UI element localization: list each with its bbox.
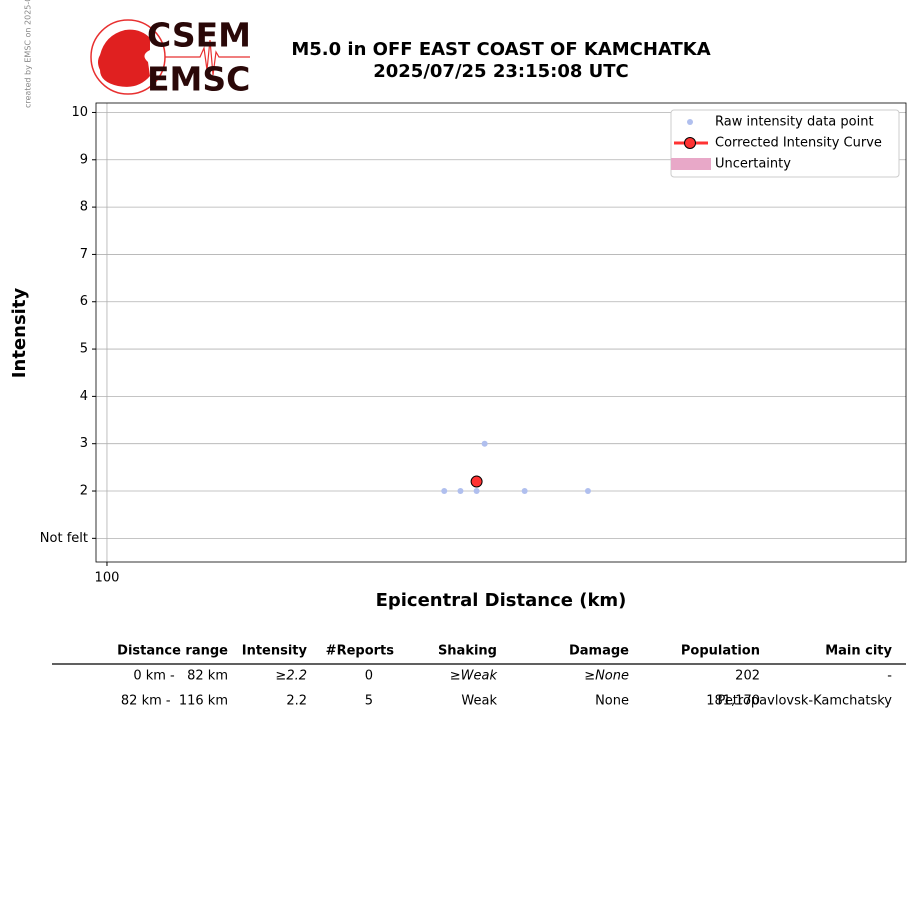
plot-frame bbox=[95, 102, 907, 563]
table-header: Intensity bbox=[242, 644, 308, 659]
data-point bbox=[521, 488, 528, 495]
table-cell: Weak bbox=[461, 694, 497, 709]
legend: Raw intensity data point Corrected Intens… bbox=[670, 109, 900, 178]
table-header: Shaking bbox=[438, 644, 497, 659]
table-header: Population bbox=[681, 644, 760, 659]
table-cell: 181,170 bbox=[706, 694, 760, 709]
y-tick-label: 7 bbox=[80, 247, 88, 262]
y-tick-label: 10 bbox=[71, 105, 88, 120]
table: Distance range Intensity #Reports Shaking Da… bbox=[117, 644, 892, 709]
table-header: Main city bbox=[825, 644, 892, 659]
x-axis-label: Epicentral Distance (km) bbox=[376, 590, 627, 611]
table-cell: 0 bbox=[365, 669, 373, 684]
legend-label: Raw intensity data point bbox=[715, 115, 874, 130]
legend-marker bbox=[684, 137, 696, 149]
table-cell: ≥Weak bbox=[450, 669, 498, 684]
y-tick-label: 9 bbox=[80, 152, 88, 167]
y-tick-label: 8 bbox=[80, 200, 88, 215]
table-cell: Petropavlovsk-Kamchatsky bbox=[717, 694, 892, 709]
table-cell: 2.2 bbox=[286, 694, 307, 709]
logo-top: CSEM bbox=[147, 16, 251, 55]
table-header: Distance range bbox=[117, 644, 228, 659]
table-cell: 5 bbox=[365, 694, 373, 709]
legend-box bbox=[670, 109, 900, 178]
y-axis-label: Intensity bbox=[9, 288, 30, 379]
data-point bbox=[584, 488, 591, 495]
y-tick-label: Not felt bbox=[40, 531, 88, 546]
x-tick-label: 100 bbox=[95, 571, 120, 586]
plot: Not felt 2 3 4 5 6 7 8 9 10 100 Raw intensity data … bbox=[40, 102, 907, 586]
data-point bbox=[441, 488, 448, 495]
corrected-point bbox=[470, 475, 483, 488]
table-cell: 0 km - 82 km bbox=[133, 669, 228, 684]
credit: created by EMSC on 2025-07-28 06:53:23 U… bbox=[24, 0, 33, 108]
table-cell: ≥None bbox=[584, 669, 629, 684]
chart-title: M5.0 in OFF EAST COAST OF KAMCHATKA bbox=[291, 39, 710, 60]
table-cell: ≥2.2 bbox=[275, 669, 307, 684]
table-cell: 82 km - 116 km bbox=[121, 694, 228, 709]
legend-marker bbox=[687, 119, 693, 125]
data-point bbox=[473, 488, 480, 495]
legend-band bbox=[671, 158, 711, 170]
data-point bbox=[481, 440, 488, 447]
logo-map bbox=[98, 29, 150, 87]
y-tick-label: 4 bbox=[80, 389, 88, 404]
logo-bottom: EMSC bbox=[147, 60, 250, 99]
logo: CSEM EMSC bbox=[90, 16, 251, 99]
table-cell: - bbox=[887, 669, 892, 684]
y-tick-label: 5 bbox=[80, 342, 88, 357]
legend-label: Uncertainty bbox=[715, 157, 791, 172]
y-tick-label: 3 bbox=[80, 436, 88, 451]
logo-wave bbox=[165, 39, 250, 76]
table-header: #Reports bbox=[326, 644, 395, 659]
legend-label: Corrected Intensity Curve bbox=[715, 136, 882, 151]
table-cell: None bbox=[595, 694, 629, 709]
chart-subtitle: 2025/07/25 23:15:08 UTC bbox=[373, 61, 629, 82]
y-tick-label: 2 bbox=[80, 484, 88, 499]
y-tick-label: 6 bbox=[80, 294, 88, 309]
data-point bbox=[457, 488, 464, 495]
table-cell: 202 bbox=[735, 669, 760, 684]
table-header: Damage bbox=[569, 644, 629, 659]
